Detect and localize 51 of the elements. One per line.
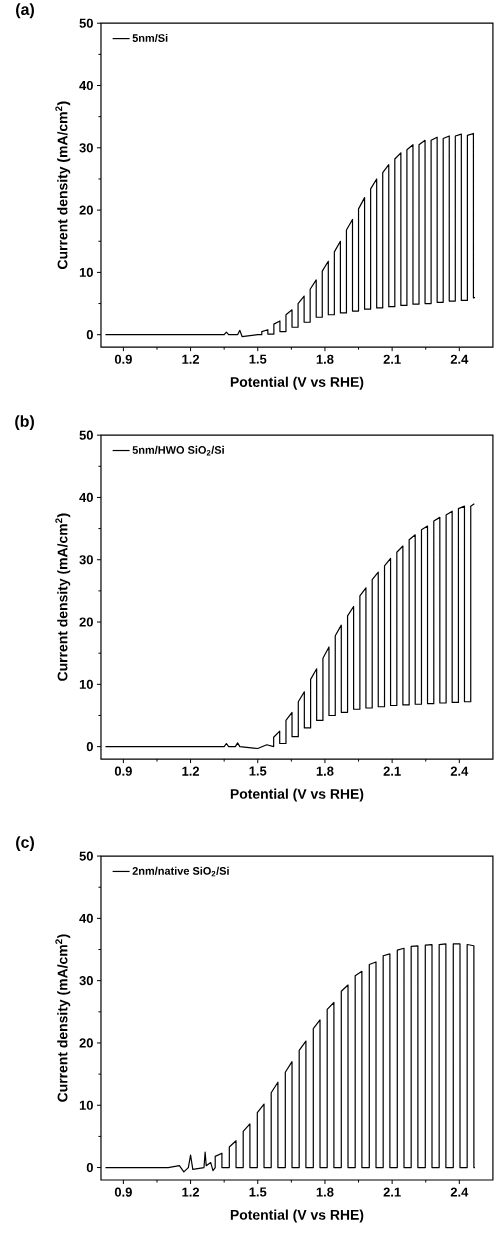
x-tick-label: 2.1: [383, 354, 401, 364]
y-tick-label: 40: [79, 913, 93, 923]
y-axis-title: Current density (mA/cm$^{2}$): [55, 934, 71, 1102]
y-tick-label: 50: [79, 851, 93, 861]
y-tick-label: 50: [79, 430, 93, 440]
x-tick-label: 1.5: [249, 354, 267, 364]
line-series: [104, 503, 475, 750]
y-tick-label: 50: [79, 18, 93, 28]
chart-title: (a): [16, 3, 34, 19]
line-series: [104, 943, 476, 1173]
y-tick-label: 10: [79, 1100, 93, 1110]
x-axis-title: Potential (V vs RHE): [230, 1209, 364, 1223]
x-tick-label: 1.8: [316, 354, 334, 364]
y-tick-label: 20: [79, 205, 93, 215]
y-tick-label: 0: [86, 1162, 93, 1173]
x-tick-label: 2.1: [383, 1187, 401, 1197]
y-axis-title: Current density (mA/cm$^{2}$): [55, 513, 71, 681]
y-tick-label: 10: [79, 679, 93, 689]
legend-label: 5nm/HWO SiO$_{2}$/Si: [132, 445, 224, 456]
y-tick-label: 0: [86, 330, 93, 340]
x-tick-label: 2.4: [450, 766, 469, 776]
chart-title: (c): [16, 836, 34, 852]
x-tick-label: 1.2: [182, 1187, 200, 1197]
x-tick-label: 1.5: [249, 766, 267, 776]
line-series: [104, 132, 476, 338]
chart-title: (b): [15, 415, 35, 431]
legend-label: 2nm/native SiO$_{2}$/Si: [132, 866, 229, 877]
y-tick-label: 30: [79, 555, 93, 565]
x-tick-label: 0.9: [114, 766, 132, 776]
y-tick-label: 30: [79, 143, 93, 153]
x-tick-label: 0.9: [114, 354, 132, 364]
x-tick-label: 1.8: [316, 766, 334, 776]
x-tick-label: 1.2: [182, 766, 200, 776]
x-axis-title: Potential (V vs RHE): [230, 788, 364, 802]
y-tick-label: 0: [86, 742, 93, 752]
y-tick-label: 30: [79, 976, 93, 986]
x-tick-label: 1.8: [316, 1187, 334, 1197]
x-tick-label: 1.2: [182, 354, 200, 364]
y-tick-label: 10: [79, 267, 93, 277]
y-tick-label: 20: [79, 1038, 93, 1048]
y-tick-label: 20: [79, 617, 93, 627]
y-tick-label: 40: [79, 492, 93, 503]
x-tick-label: 2.1: [383, 766, 401, 776]
x-tick-label: 2.4: [450, 1187, 469, 1197]
legend-label: 5nm/Si: [132, 33, 168, 43]
y-tick-label: 40: [79, 80, 93, 91]
x-tick-label: 0.9: [114, 1187, 132, 1197]
x-tick-label: 2.4: [450, 354, 469, 364]
y-axis-title: Current density (mA/cm$^{2}$): [55, 101, 71, 269]
x-tick-label: 1.5: [249, 1187, 267, 1197]
x-axis-title: Potential (V vs RHE): [230, 376, 364, 390]
